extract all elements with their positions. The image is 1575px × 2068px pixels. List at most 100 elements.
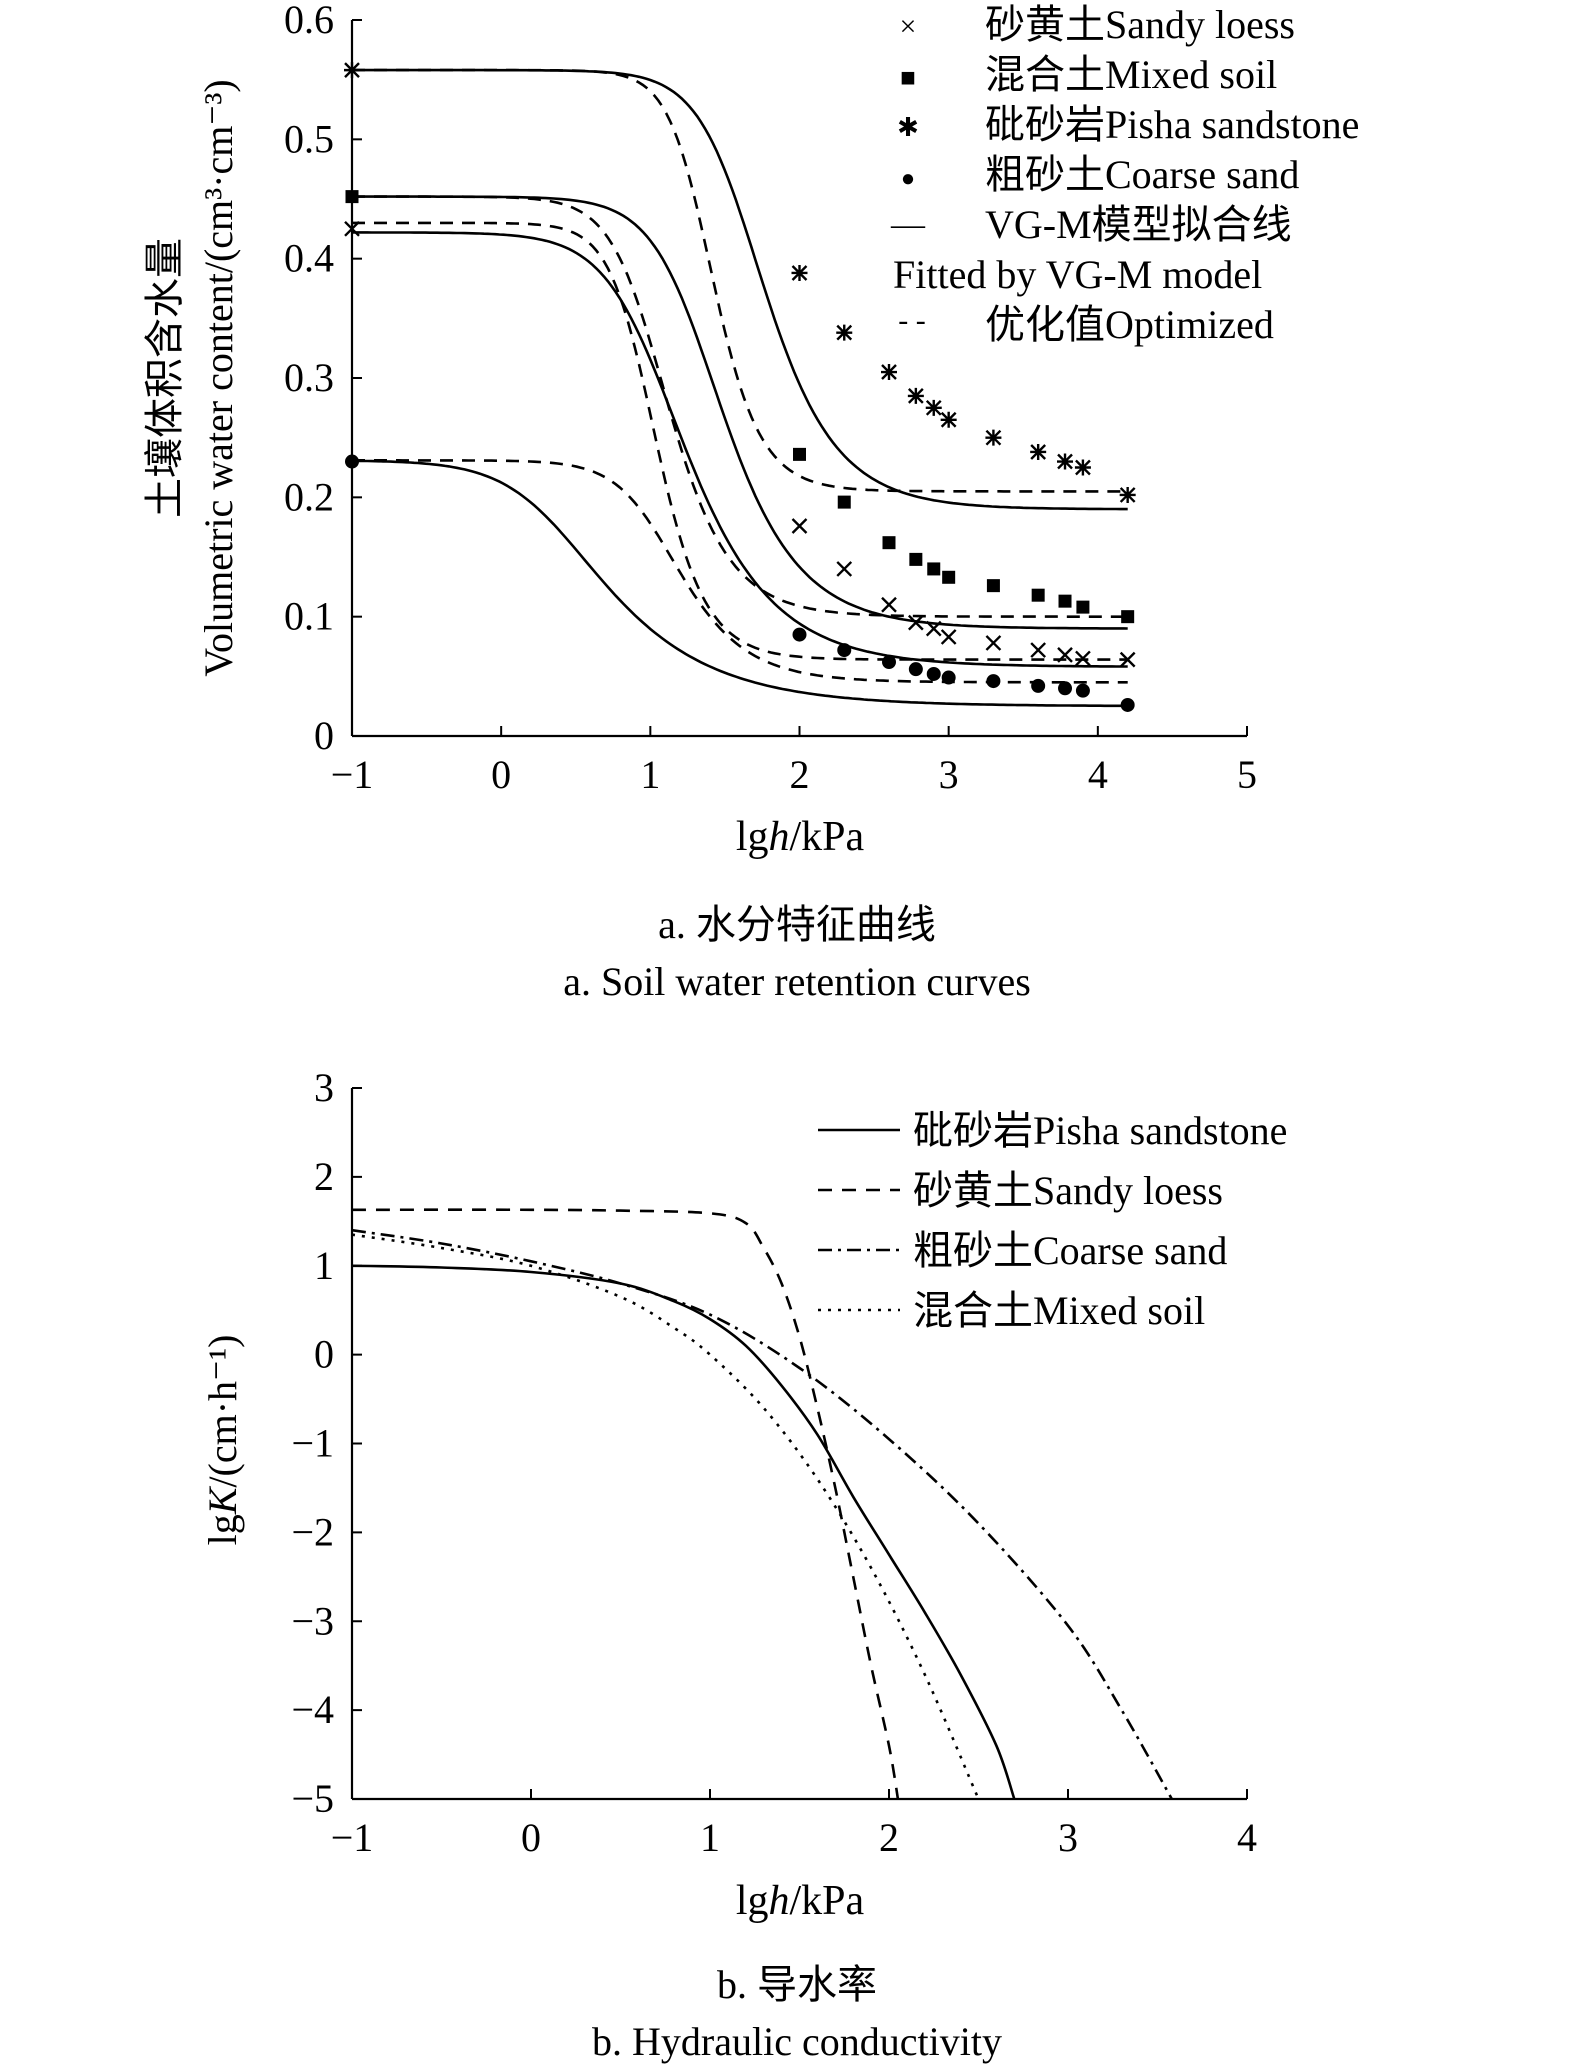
legend-a-marker-3: ● <box>901 166 916 192</box>
chart-a-point <box>926 666 941 681</box>
chart-b-caption-en: b. Hydraulic conductivity <box>592 2019 1002 2064</box>
chart-a-points <box>344 62 1136 712</box>
chart-a-y-tick-label: 0.6 <box>284 0 334 42</box>
legend-a-marker-2: ✱ <box>897 113 919 142</box>
chart-a-point <box>909 552 923 566</box>
chart-b-y-tick-label: −5 <box>291 1776 334 1821</box>
chart-a-y-tick-label: 0.5 <box>284 116 334 161</box>
chart-a-point <box>836 324 853 341</box>
chart-a-point <box>1030 642 1047 658</box>
chart-a-opt-curve-0 <box>352 68 1128 493</box>
legend-b-label-3: 混合土Mixed soil <box>913 1288 1205 1333</box>
chart-a-point <box>1074 459 1091 476</box>
chart-a-point <box>925 399 942 416</box>
chart-a-point <box>1058 594 1072 608</box>
chart-b-x-tick-label: 4 <box>1237 1815 1257 1860</box>
chart-a-point <box>1119 651 1136 668</box>
chart-a-point <box>881 364 897 381</box>
chart-a-point <box>345 454 359 469</box>
chart-b-y-tick-label: −2 <box>291 1509 334 1554</box>
chart-b-curve-0 <box>351 1264 1016 1800</box>
legend-a-label-6: 优化值Optimized <box>985 302 1274 347</box>
chart-b-x-tick-label: 2 <box>879 1815 899 1860</box>
chart-a-point <box>881 596 897 613</box>
chart-b-ticks: −1 0 1 2 3 4 −5 −4 −3 −2 −1 0 1 2 3 <box>291 1065 1257 1860</box>
chart-a-point <box>1030 443 1047 460</box>
chart-a-point <box>908 614 924 631</box>
chart-b-y-tick-label: −1 <box>291 1421 334 1466</box>
chart-a-point <box>1121 610 1135 624</box>
chart-a-fit-curve-3 <box>351 459 1128 708</box>
chart-b-curve-3 <box>351 1233 980 1800</box>
chart-a-point <box>1076 600 1090 614</box>
chart-a-point <box>1031 588 1045 602</box>
chart-a-point <box>940 411 957 428</box>
chart-a-point <box>836 561 853 577</box>
legend-a-label-4: VG-M模型拟合线 <box>985 202 1292 247</box>
chart-a-point <box>1075 683 1090 698</box>
chart-a-point <box>793 447 806 461</box>
legend-a-marker-4: — <box>890 206 926 243</box>
chart-b-y-tick-label: 1 <box>314 1243 334 1288</box>
chart-a-point <box>942 570 956 584</box>
legend-a-label-5: Fitted by VG-M model <box>893 252 1262 297</box>
chart-a-point <box>882 536 896 550</box>
chart-a-point <box>1075 650 1091 667</box>
chart-b-x-tick-label: −1 <box>331 1815 374 1860</box>
legend-b-label-2: 粗砂土Coarse sand <box>913 1228 1227 1273</box>
chart-a-point <box>941 670 956 685</box>
chart-a-x-tick-label: 3 <box>939 752 959 797</box>
chart-a-point <box>986 579 1000 593</box>
chart-a-point <box>940 629 957 645</box>
chart-a-point <box>1058 681 1073 696</box>
chart-b-x-tick-label: 1 <box>700 1815 720 1860</box>
chart-a-y-label-cn: 土壤体积含水量 <box>142 238 187 518</box>
chart-b-y-label: lgK/(cm·h⁻¹) <box>200 1335 245 1546</box>
chart-a-point <box>907 387 924 404</box>
chart-b-x-label: lgh/kPa <box>736 1878 865 1924</box>
chart-a-caption-en: a. Soil water retention curves <box>563 959 1031 1004</box>
chart-b-y-tick-label: 0 <box>314 1332 334 1377</box>
chart-a-point <box>908 662 923 677</box>
chart-a-y-tick-label: 0.2 <box>284 474 334 519</box>
chart-a-x-label: lgh/kPa <box>736 814 865 860</box>
chart-a-ticks: −1 0 1 2 3 4 500.10.20.30.40.50.6 <box>284 0 1257 797</box>
chart-a-point <box>791 264 808 281</box>
chart-a-x-tick-label: 5 <box>1237 752 1257 797</box>
chart-a: −1 0 1 2 3 4 500.10.20.30.40.50.6 lgh/kPa 土壤体积… <box>142 0 1359 1004</box>
chart-a-point <box>344 220 360 237</box>
legend-a-label-0: 砂黄土Sandy loess <box>985 2 1295 47</box>
chart-b-curve-1 <box>351 1208 900 1800</box>
chart-a-point <box>837 495 851 509</box>
chart-b-caption-cn: b. 导水率 <box>717 1962 877 2007</box>
chart-a-point <box>1057 453 1074 470</box>
chart-a-x-tick-label: 2 <box>790 752 810 797</box>
chart-a-x-tick-label: 4 <box>1088 752 1108 797</box>
chart-b-y-tick-label: −3 <box>291 1598 334 1643</box>
chart-a-point <box>985 635 1002 651</box>
chart-a-point <box>925 620 942 637</box>
legend-a-label-1: 混合土Mixed soil <box>985 52 1277 97</box>
chart-b-y-tick-label: 3 <box>314 1065 334 1110</box>
chart-b-y-tick-label: 2 <box>314 1154 334 1199</box>
chart-a-point <box>882 655 896 670</box>
chart-a-y-label-en: Volumetric water content/(cm³·cm⁻³) <box>196 79 241 676</box>
legend-a-label-2: 砒砂岩Pisha sandstone <box>985 102 1359 147</box>
chart-b-curves <box>351 1208 1173 1800</box>
chart-a-fit-curve-2 <box>352 231 1128 668</box>
legend-b-label-1: 砂黄土Sandy loess <box>913 1168 1223 1213</box>
chart-a-x-tick-label: 0 <box>491 752 511 797</box>
chart-a-y-tick-label: 0 <box>314 713 334 758</box>
chart-a-point <box>986 674 1001 689</box>
chart-a-point <box>1031 678 1046 693</box>
legend-a-marker-0: × <box>900 10 917 43</box>
legend-a-marker-6: - - <box>898 304 925 337</box>
chart-a-point <box>345 190 359 204</box>
chart-a-point <box>985 429 1002 446</box>
chart-a-opt-curve-2 <box>352 221 1128 661</box>
chart-a-x-tick-label: 1 <box>640 752 660 797</box>
chart-b-curve-2 <box>351 1228 1173 1800</box>
chart-b-x-tick-label: 0 <box>521 1815 541 1860</box>
chart-a-point <box>792 627 807 642</box>
chart-b-x-tick-label: 3 <box>1058 1815 1078 1860</box>
